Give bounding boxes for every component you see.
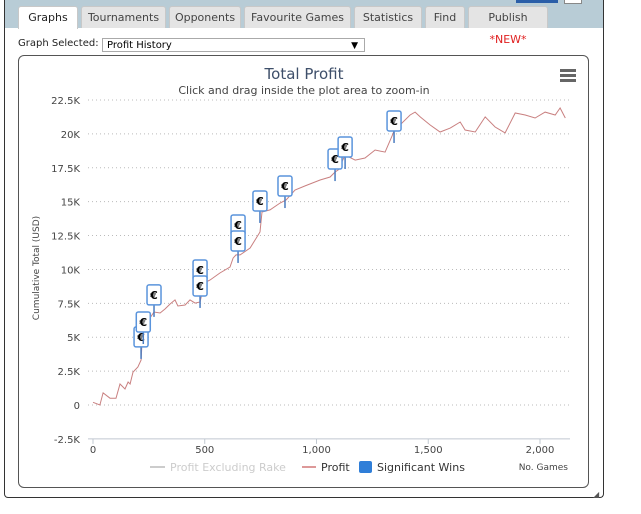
tab-graphs[interactable]: Graphs bbox=[18, 6, 78, 29]
tab-bar: Graphs Tournaments Opponents Favourite G… bbox=[5, 0, 603, 46]
euro-icon: € bbox=[233, 219, 242, 232]
top-button-secondary[interactable] bbox=[564, 0, 582, 4]
graph-selector-label: Graph Selected: bbox=[18, 38, 99, 49]
y-tick-label: 15K bbox=[61, 198, 81, 209]
euro-icon: € bbox=[136, 331, 145, 344]
tab-favourite-games[interactable]: Favourite Games bbox=[244, 6, 351, 28]
euro-icon: € bbox=[149, 289, 158, 302]
x-tick-label: 0 bbox=[90, 445, 96, 456]
dropdown-arrow-icon: ▼ bbox=[351, 41, 358, 51]
significant-win-flag[interactable]: € bbox=[277, 175, 293, 209]
y-axis-title: Cumulative Total (USD) bbox=[32, 216, 42, 320]
significant-win-flag[interactable]: € bbox=[230, 230, 246, 263]
flag-box bbox=[146, 284, 162, 306]
tab-label: Graphs bbox=[28, 11, 68, 24]
tab-label: Publish bbox=[488, 11, 528, 24]
tab-publish[interactable]: Publish *NEW* bbox=[468, 6, 548, 46]
tab-tournaments[interactable]: Tournaments bbox=[81, 6, 166, 28]
legend-label: Profit bbox=[321, 461, 350, 474]
y-tick-label: 7.5K bbox=[58, 299, 81, 310]
significant-win-flag[interactable]: € bbox=[386, 110, 402, 143]
legend: Profit Excluding Rake Profit Significant… bbox=[150, 461, 465, 474]
new-badge: *NEW* bbox=[489, 33, 527, 46]
flag-box bbox=[230, 230, 246, 252]
legend-label: Profit Excluding Rake bbox=[170, 461, 286, 474]
euro-icon: € bbox=[138, 316, 147, 329]
y-tick-label: 10K bbox=[61, 265, 81, 276]
tab-label: Opponents bbox=[174, 11, 236, 24]
x-tick-label: 2,000 bbox=[526, 445, 555, 456]
significant-win-flag[interactable]: € bbox=[146, 284, 162, 317]
y-tick-label: 5K bbox=[67, 333, 80, 344]
euro-icon: € bbox=[340, 141, 349, 154]
tab-opponents[interactable]: Opponents bbox=[169, 6, 241, 28]
y-tick-label: 2.5K bbox=[58, 367, 81, 378]
euro-icon: € bbox=[280, 180, 289, 193]
significant-win-flag[interactable]: € bbox=[252, 190, 268, 223]
graph-select-value: Profit History bbox=[107, 40, 172, 51]
graph-select[interactable]: Profit History ▼ bbox=[102, 38, 365, 52]
x-axis-title: No. Games bbox=[519, 463, 569, 473]
x-tick-label: 1,500 bbox=[414, 445, 443, 456]
euro-icon: € bbox=[233, 235, 242, 248]
tab-label: Statistics bbox=[362, 11, 414, 24]
euro-icon: € bbox=[330, 153, 339, 166]
y-tick-label: 22.5K bbox=[51, 96, 80, 107]
y-tick-label: 20K bbox=[61, 130, 81, 141]
flag-box bbox=[252, 190, 268, 212]
y-tick-label: 17.5K bbox=[51, 164, 80, 175]
significant-win-flag[interactable]: € bbox=[192, 275, 208, 308]
euro-icon: € bbox=[195, 280, 204, 293]
chart-title: Total Profit bbox=[264, 65, 344, 83]
significant-win-flag[interactable]: € bbox=[135, 311, 152, 344]
y-tick-label: 0 bbox=[74, 401, 80, 412]
flag-box bbox=[192, 275, 208, 297]
y-tick-label: -2.5K bbox=[54, 435, 81, 446]
significant-win-flag[interactable]: € bbox=[337, 136, 353, 169]
flag-box bbox=[386, 110, 402, 132]
flag-box bbox=[277, 175, 293, 197]
top-button[interactable] bbox=[516, 0, 558, 3]
tab-statistics[interactable]: Statistics bbox=[354, 6, 422, 28]
legend-item-significant-wins[interactable]: Significant Wins bbox=[359, 461, 465, 474]
tab-label: Favourite Games bbox=[251, 11, 344, 24]
x-tick-label: 1,000 bbox=[302, 445, 331, 456]
legend-item-profit-excluding-rake[interactable]: Profit Excluding Rake bbox=[150, 461, 286, 474]
tab-label: Find bbox=[433, 11, 457, 24]
x-tick-label: 500 bbox=[195, 445, 214, 456]
euro-icon: € bbox=[195, 264, 204, 277]
tab-label: Tournaments bbox=[87, 11, 160, 24]
chart-subtitle: Click and drag inside the plot area to z… bbox=[178, 84, 429, 97]
euro-icon: € bbox=[389, 115, 398, 128]
y-tick-label: 12.5K bbox=[51, 232, 80, 243]
hamburger-icon[interactable] bbox=[560, 69, 576, 82]
tab-find[interactable]: Find bbox=[425, 6, 465, 28]
flag-box bbox=[337, 136, 353, 158]
legend-label: Significant Wins bbox=[377, 461, 465, 474]
chart-container bbox=[18, 55, 589, 488]
legend-item-profit[interactable]: Profit bbox=[302, 461, 350, 474]
main-panel: Graphs Tournaments Opponents Favourite G… bbox=[4, 0, 604, 498]
resize-grip-icon[interactable]: ◢ bbox=[593, 490, 600, 499]
euro-icon: € bbox=[255, 195, 264, 208]
flag-box bbox=[135, 311, 152, 333]
